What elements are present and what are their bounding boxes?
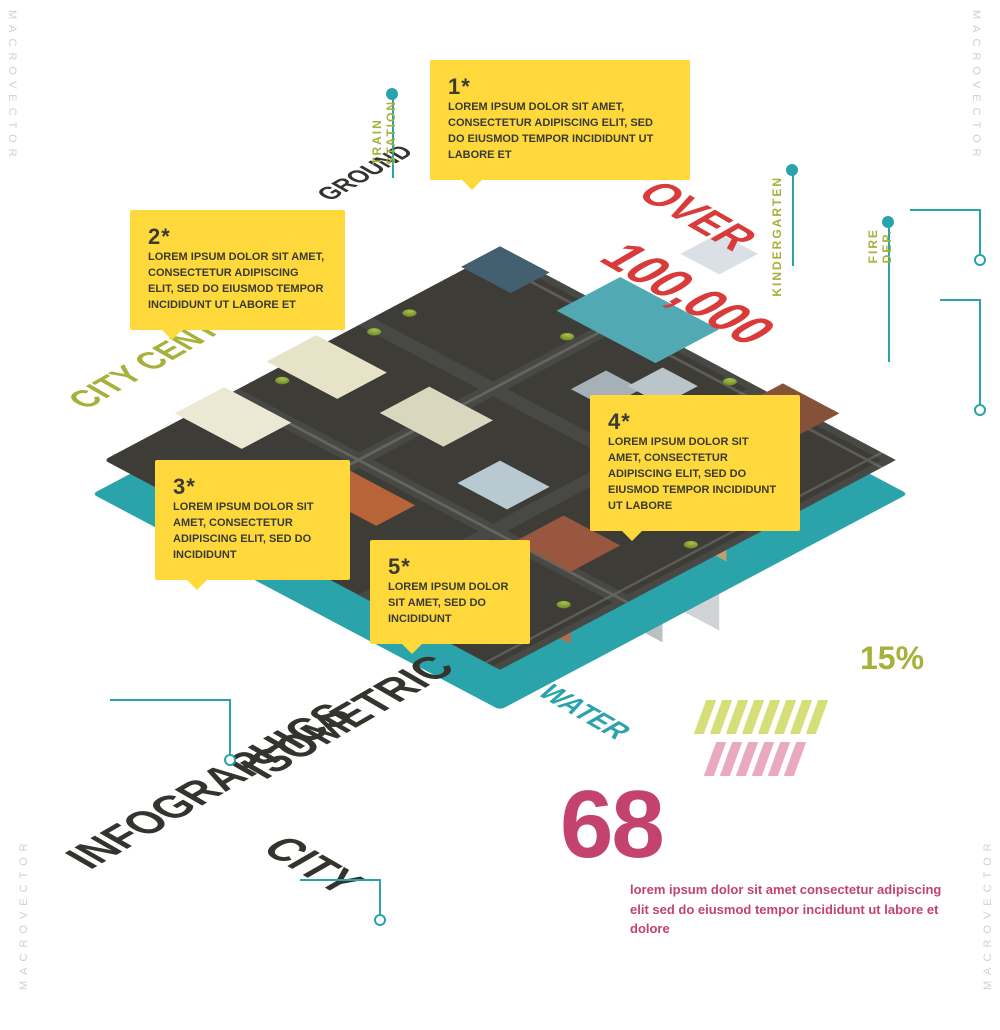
callout-number: 2* xyxy=(148,224,327,250)
circuit-dot-icon xyxy=(374,914,386,926)
callout-text: LOREM IPSUM DOLOR SIT AMET, CONSECTETUR … xyxy=(608,435,782,515)
callout-number: 1* xyxy=(448,74,672,100)
callout-number: 3* xyxy=(173,474,332,500)
circuit-dot-icon xyxy=(974,404,986,416)
pin-label: KINDERGARTEN xyxy=(770,176,784,297)
callout-2: 2* LOREM IPSUM DOLOR SIT AMET, CONSECTET… xyxy=(130,210,345,330)
pin-label: TRAIN STATION xyxy=(370,100,398,165)
callout-number: 4* xyxy=(608,409,782,435)
callout-5: 5* LOREM IPSUM DOLOR SIT AMET, SED DO IN… xyxy=(370,540,530,644)
callout-text: LOREM IPSUM DOLOR SIT AMET, CONSECTETUR … xyxy=(148,250,327,314)
stat-percent: 15% xyxy=(860,640,924,677)
stat-big-number: 68 xyxy=(560,770,663,880)
stat-footer-text: Lorem ipsum dolor sit amet consectetur a… xyxy=(630,880,950,939)
callout-number: 5* xyxy=(388,554,512,580)
circuit-dot-icon xyxy=(224,754,236,766)
callout-1: 1* LOREM IPSUM DOLOR SIT AMET, CONSECTET… xyxy=(430,60,690,180)
callout-text: LOREM IPSUM DOLOR SIT AMET, SED DO INCID… xyxy=(388,580,512,628)
stat-hash-bars-2 xyxy=(710,742,800,776)
watermark: MACROVECTOR xyxy=(18,837,30,990)
callout-3: 3* LOREM IPSUM DOLOR SIT AMET, CONSECTET… xyxy=(155,460,350,580)
watermark: MACROVECTOR xyxy=(982,837,994,990)
iso-label: WATER xyxy=(529,680,640,744)
callout-text: LOREM IPSUM DOLOR SIT AMET, CONSECTETUR … xyxy=(448,100,672,164)
circuit-dot-icon xyxy=(974,254,986,266)
watermark: MACROVECTOR xyxy=(6,10,18,163)
iso-label: GROUND xyxy=(310,141,421,205)
watermark: MACROVECTOR xyxy=(970,10,982,163)
callout-text: LOREM IPSUM DOLOR SIT AMET, CONSECTETUR … xyxy=(173,500,332,564)
stat-hash-bars xyxy=(700,700,822,734)
pin-label: FIRE DEP. xyxy=(866,228,894,263)
callout-4: 4* LOREM IPSUM DOLOR SIT AMET, CONSECTET… xyxy=(590,395,800,531)
